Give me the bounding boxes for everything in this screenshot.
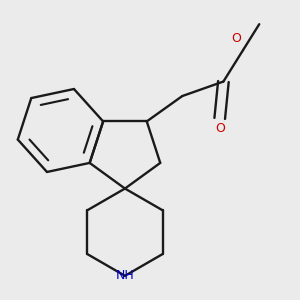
Text: NH: NH [116,269,134,282]
Text: O: O [215,122,225,135]
Text: O: O [231,32,241,45]
